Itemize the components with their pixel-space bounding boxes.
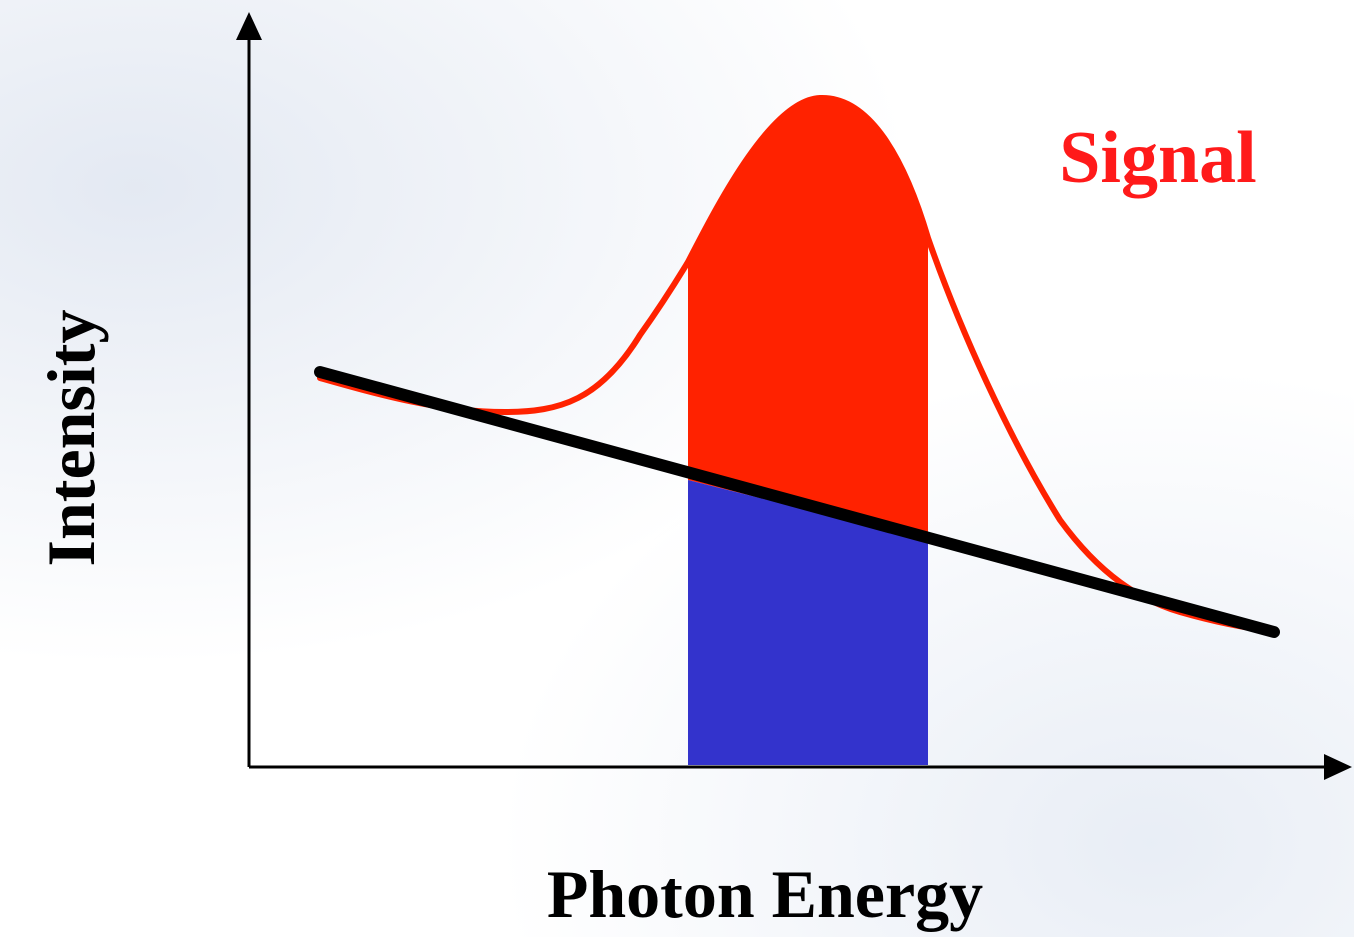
y-axis-arrow [236,12,262,40]
signal-label: Signal [1059,117,1256,199]
y-axis-title: Intensity [33,310,109,567]
signal-area [688,98,928,540]
x-axis-arrow [1324,754,1352,780]
x-axis-title: Photon Energy [547,856,983,932]
